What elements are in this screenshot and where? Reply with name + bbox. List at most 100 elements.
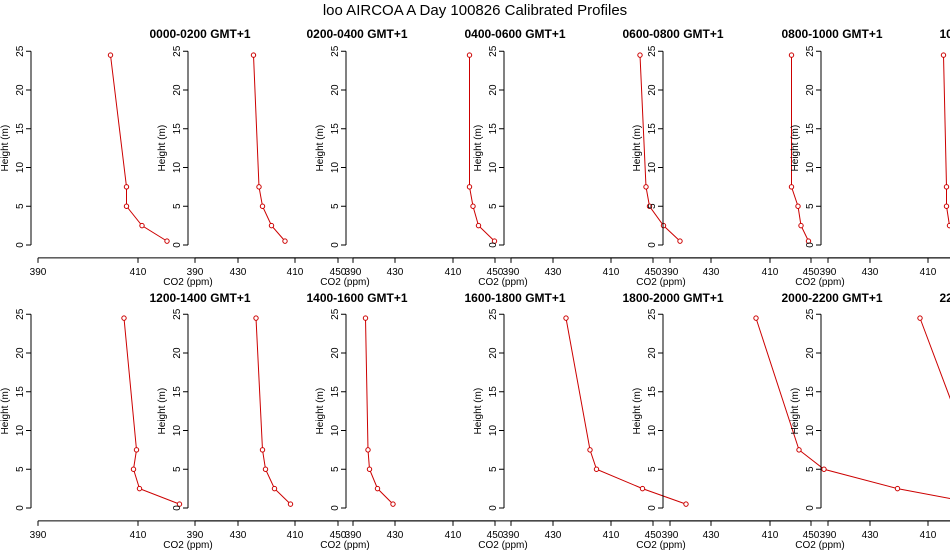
data-point bbox=[130, 466, 137, 472]
data-point bbox=[123, 184, 130, 190]
data-point bbox=[788, 184, 795, 190]
panel-title: 1000-1200 GMT+1 bbox=[939, 27, 950, 41]
y-tick-label: 5 bbox=[15, 203, 26, 209]
x-tick-label: 450 bbox=[330, 530, 347, 541]
y-axis-label: Height (m) bbox=[790, 125, 801, 172]
y-tick-label: 5 bbox=[172, 466, 183, 472]
plot-area bbox=[351, 308, 665, 515]
y-tick-label: 20 bbox=[172, 84, 183, 96]
y-tick-label: 5 bbox=[330, 203, 341, 209]
y-tick-label: 0 bbox=[488, 505, 499, 511]
y-tick-label: 10 bbox=[805, 425, 816, 437]
x-tick-label: 410 bbox=[287, 530, 304, 541]
x-axis-label: CO2 (ppm) bbox=[636, 277, 685, 288]
panel-7: 0 5 10 15 20 25 390 410 430 450 CO2 (ppm) Height (m… bbox=[0, 291, 347, 550]
x-tick-label: 450 bbox=[803, 267, 820, 278]
data-point bbox=[253, 315, 259, 321]
x-axis-label: CO2 (ppm) bbox=[478, 277, 527, 288]
data-point bbox=[917, 315, 923, 321]
y-axis-label: Height (m) bbox=[632, 388, 643, 435]
x-tick-label: 450 bbox=[645, 267, 662, 278]
x-tick-label: 450 bbox=[803, 530, 820, 541]
y-tick-label: 15 bbox=[805, 123, 816, 135]
plot-area bbox=[36, 45, 350, 252]
data-point bbox=[788, 52, 795, 58]
y-axis-label: Height (m) bbox=[315, 388, 326, 435]
data-point bbox=[683, 501, 689, 507]
y-tick-label: 0 bbox=[172, 242, 183, 248]
profile-line bbox=[639, 55, 681, 242]
data-point bbox=[136, 485, 143, 492]
data-point bbox=[643, 184, 649, 190]
data-point bbox=[250, 52, 257, 58]
panel-title: 2200-2400 GMT+1 bbox=[939, 291, 950, 305]
data-point bbox=[805, 238, 812, 244]
data-point bbox=[271, 485, 278, 492]
data-point bbox=[287, 501, 294, 507]
y-axis-label: Height (m) bbox=[315, 125, 326, 172]
y-axis-label: Height (m) bbox=[157, 125, 168, 172]
x-tick-label: 410 bbox=[287, 267, 304, 278]
panel-title: 1200-1400 GMT+1 bbox=[149, 291, 250, 305]
y-tick-label: 10 bbox=[172, 162, 183, 174]
data-point bbox=[940, 52, 947, 58]
y-tick-label: 20 bbox=[488, 347, 499, 359]
profile-line bbox=[255, 318, 291, 505]
y-tick-label: 5 bbox=[330, 466, 341, 472]
y-tick-label: 15 bbox=[330, 123, 341, 135]
y-tick-label: 0 bbox=[15, 242, 26, 248]
y-tick-label: 20 bbox=[647, 347, 658, 359]
panel-title: 0400-0600 GMT+1 bbox=[464, 27, 565, 41]
x-tick-label: 410 bbox=[603, 267, 620, 278]
x-tick-label: 430 bbox=[387, 267, 404, 278]
y-tick-label: 0 bbox=[805, 505, 816, 511]
y-tick-label: 15 bbox=[647, 123, 658, 135]
y-axis-label: Height (m) bbox=[0, 125, 11, 172]
plot-area bbox=[826, 45, 950, 252]
x-tick-label: 390 bbox=[662, 530, 679, 541]
profile-line bbox=[253, 55, 286, 242]
data-point bbox=[362, 315, 369, 321]
profile-line bbox=[943, 55, 950, 229]
y-tick-label: 0 bbox=[330, 242, 341, 248]
y-tick-label: 20 bbox=[805, 347, 816, 359]
y-tick-label: 5 bbox=[172, 203, 183, 209]
x-axis-label: CO2 (ppm) bbox=[636, 540, 685, 550]
y-tick-label: 15 bbox=[330, 386, 341, 398]
y-tick-label: 25 bbox=[172, 45, 183, 57]
y-tick-label: 25 bbox=[647, 45, 658, 57]
data-point bbox=[176, 501, 183, 507]
x-axis-label: CO2 (ppm) bbox=[163, 540, 212, 550]
data-point bbox=[753, 315, 759, 321]
y-tick-label: 5 bbox=[805, 203, 816, 209]
y-tick-label: 15 bbox=[172, 123, 183, 135]
panel-title: 0000-0200 GMT+1 bbox=[149, 27, 250, 41]
data-point bbox=[637, 52, 643, 58]
y-tick-label: 10 bbox=[647, 425, 658, 437]
data-point bbox=[894, 485, 901, 492]
x-tick-label: 390 bbox=[345, 530, 362, 541]
y-axis-label: Height (m) bbox=[790, 388, 801, 435]
y-tick-label: 5 bbox=[805, 466, 816, 472]
profile-line bbox=[755, 317, 950, 499]
y-axis-label: Height (m) bbox=[157, 388, 168, 435]
data-point bbox=[256, 184, 262, 190]
panel-title: 0200-0400 GMT+1 bbox=[306, 27, 407, 41]
x-tick-label: 430 bbox=[703, 530, 720, 541]
y-tick-label: 10 bbox=[15, 425, 26, 437]
y-tick-label: 15 bbox=[488, 386, 499, 398]
y-tick-label: 15 bbox=[805, 386, 816, 398]
data-point bbox=[475, 222, 482, 229]
x-tick-label: 410 bbox=[762, 530, 779, 541]
y-tick-label: 10 bbox=[647, 162, 658, 174]
y-tick-label: 10 bbox=[488, 162, 499, 174]
data-point bbox=[491, 238, 498, 244]
data-point bbox=[262, 466, 269, 472]
x-tick-label: 430 bbox=[862, 267, 879, 278]
x-tick-label: 430 bbox=[230, 267, 247, 278]
x-tick-label: 430 bbox=[387, 530, 404, 541]
